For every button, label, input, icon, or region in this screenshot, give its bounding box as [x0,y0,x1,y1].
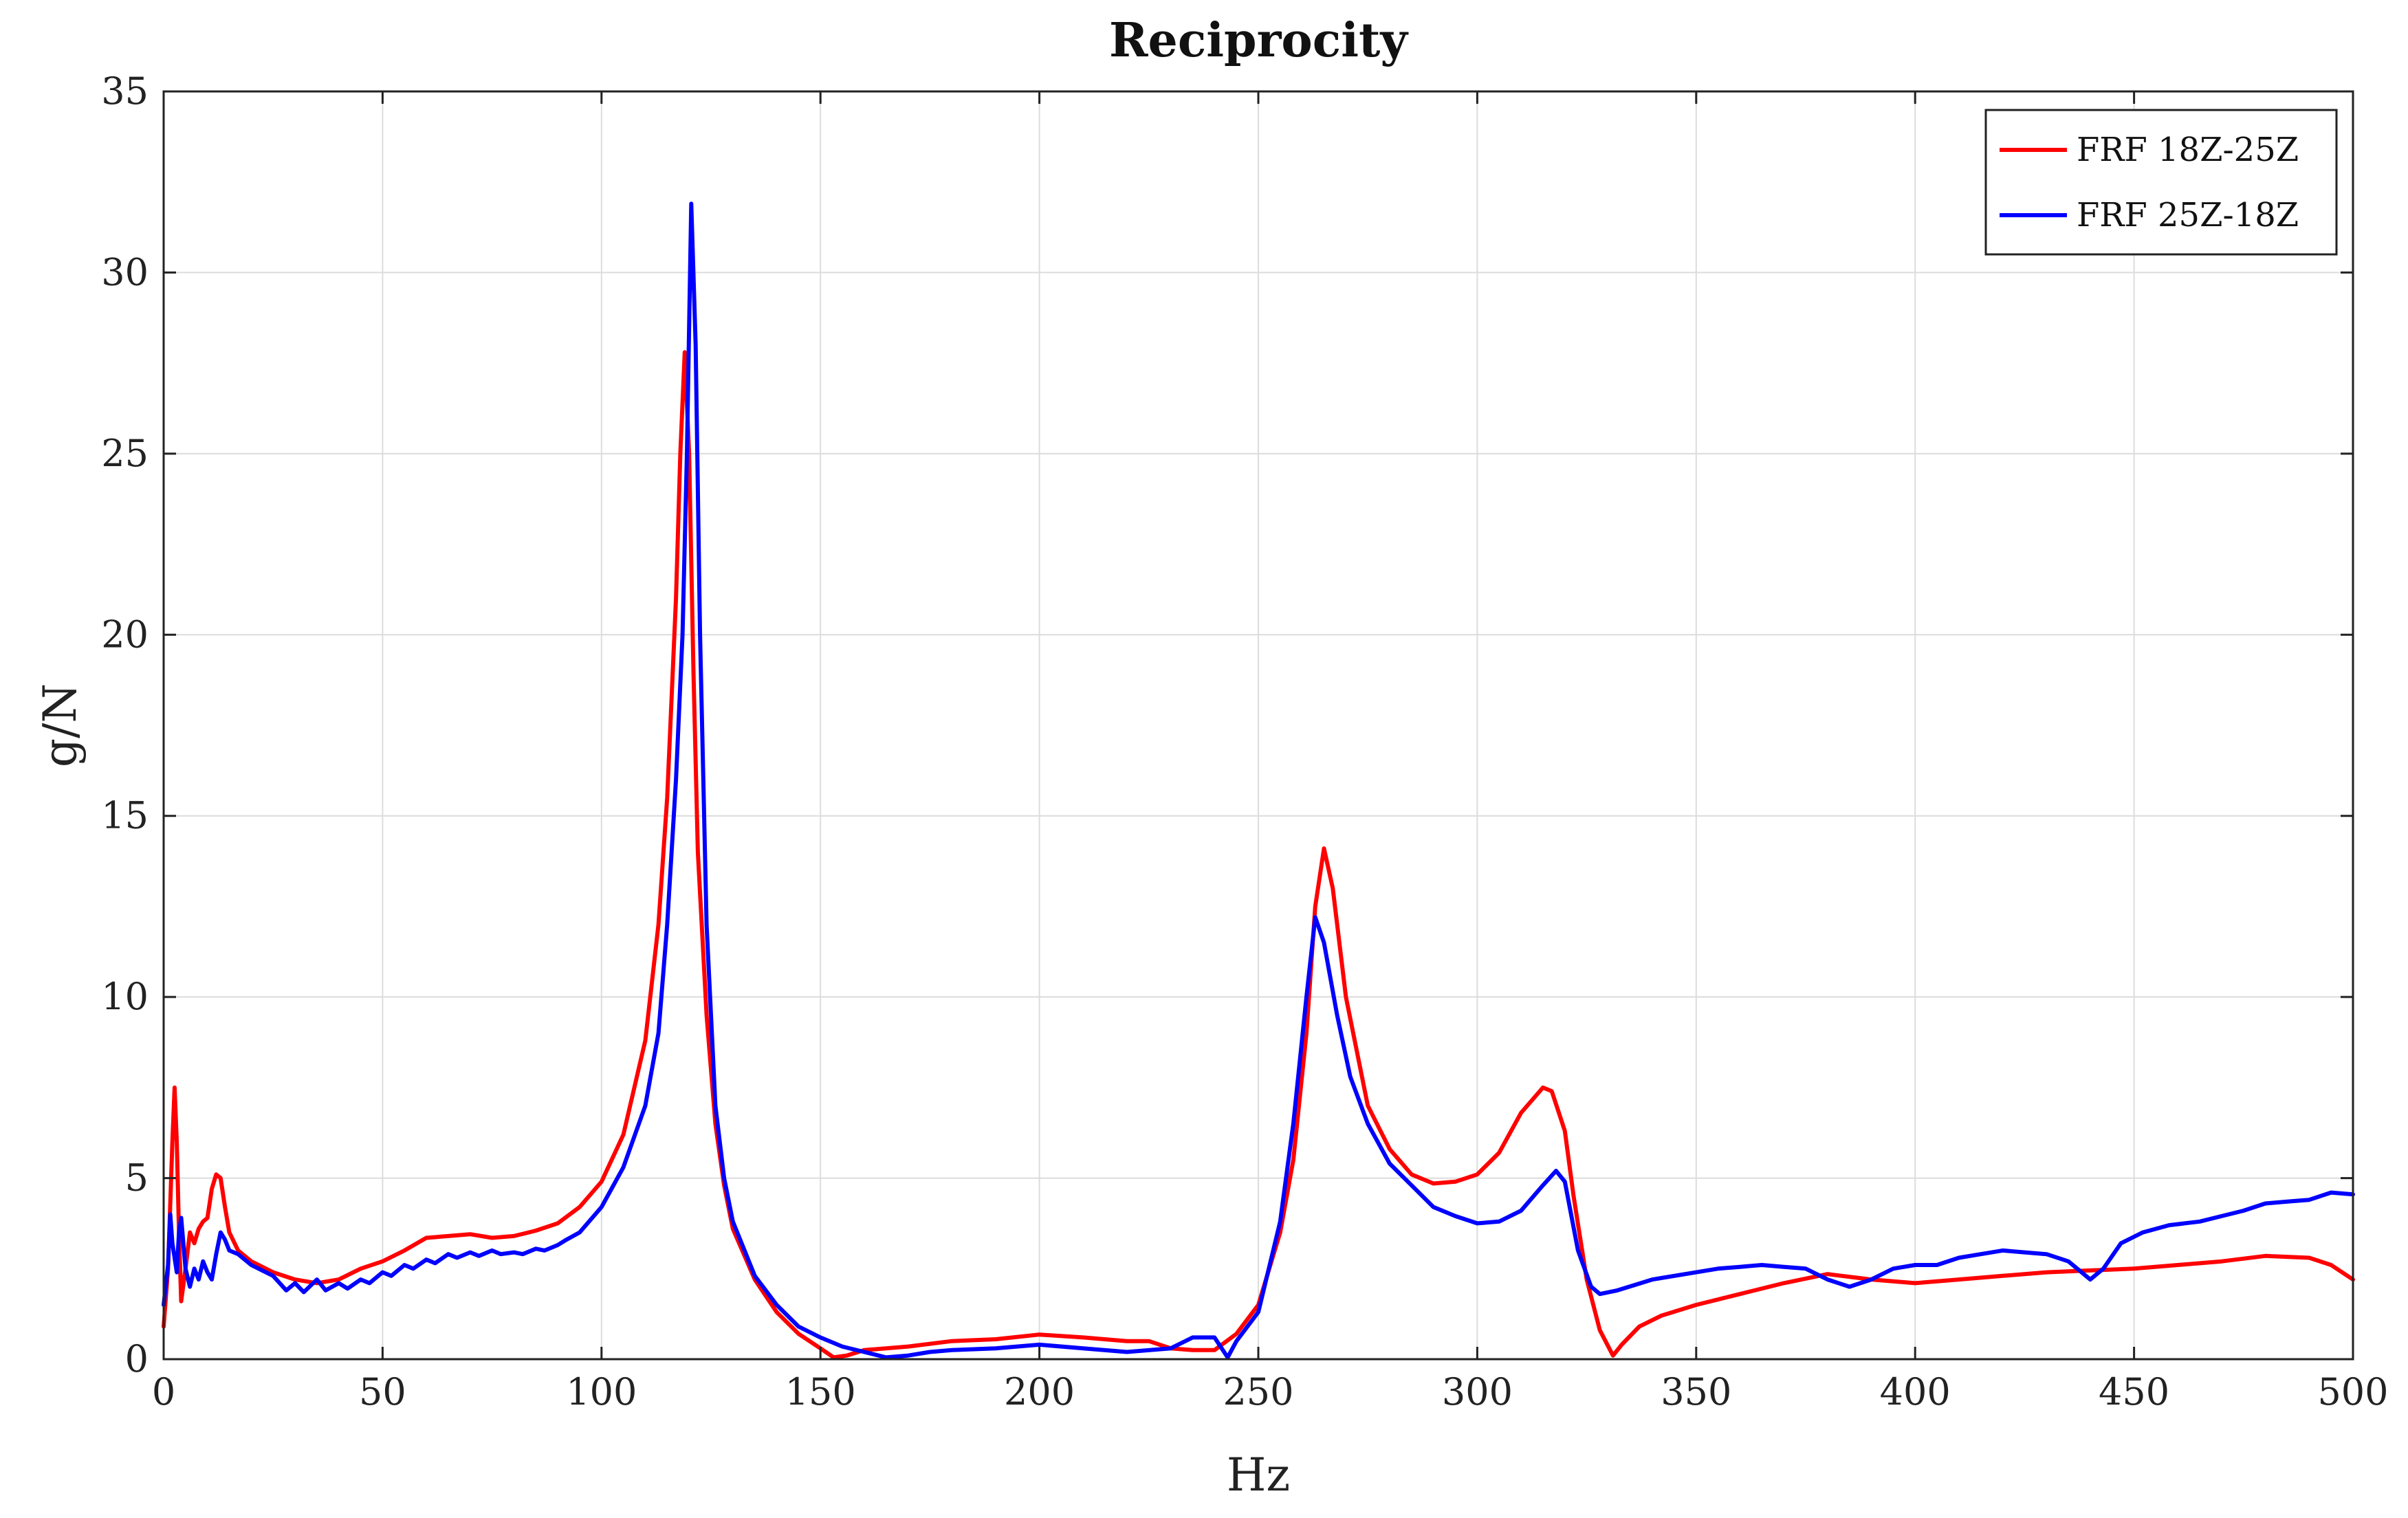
x-tick-label: 100 [566,1370,637,1414]
y-axis-label: g/N [34,683,87,767]
x-tick-label: 50 [359,1370,406,1414]
x-tick-label: 150 [785,1370,856,1414]
x-tick-label: 400 [1880,1370,1951,1414]
y-tick-label: 15 [101,794,149,837]
x-tick-label: 300 [1442,1370,1513,1414]
y-tick-label: 30 [101,250,149,294]
x-tick-label: 250 [1223,1370,1293,1414]
x-tick-label: 450 [2099,1370,2169,1414]
y-tick-label: 35 [101,69,149,113]
chart-title: Reciprocity [1109,13,1409,68]
y-tick-label: 0 [125,1337,149,1380]
x-tick-label: 200 [1004,1370,1075,1414]
y-tick-label: 10 [101,975,149,1018]
legend-label-1: FRF 18Z-25Z [2077,131,2299,169]
x-tick-label: 500 [2317,1370,2388,1414]
legend-box [1984,109,2338,256]
series-line-2 [162,201,2355,1360]
grid [164,91,2353,1359]
series-lines [162,201,2355,1360]
legend-label-2: FRF 25Z-18Z [2077,196,2299,234]
y-tick-label: 5 [125,1156,149,1200]
series-line-1 [162,350,2355,1360]
y-tick-label: 25 [101,432,149,475]
y-tick-label: 20 [101,613,149,656]
x-tick-label: 350 [1661,1370,1731,1414]
x-axis-label: Hz [1227,1449,1290,1502]
legend: FRF 18Z-25Z FRF 25Z-18Z [1984,109,2338,256]
x-tick-label: 0 [152,1370,175,1414]
axis-ticks: 0 50 100 150 200 250 300 350 400 450 500 0 5 10 15 20 25… [101,69,2388,1414]
